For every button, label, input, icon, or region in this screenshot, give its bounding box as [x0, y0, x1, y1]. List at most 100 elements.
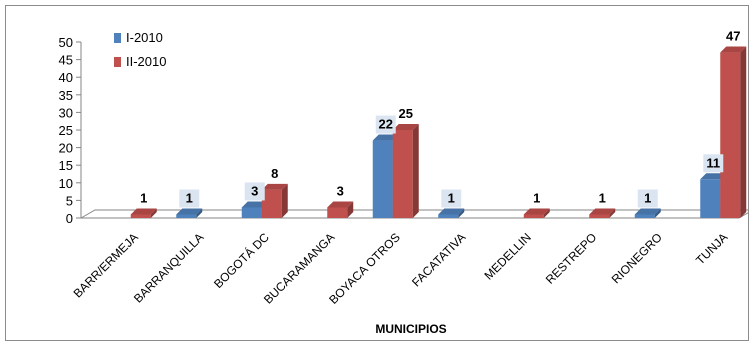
bar-front — [700, 179, 721, 218]
bar-II-2010-BOYACA OTROS — [392, 124, 419, 218]
data-label-bg — [244, 182, 265, 201]
y-tick-label: 10 — [59, 176, 73, 191]
x-tick-label: MEDELLIN — [482, 230, 534, 282]
bar-side — [740, 46, 747, 219]
data-label-II-2010-MEDELLIN: 1 — [533, 190, 540, 205]
bar-front — [589, 214, 610, 218]
x-tick-label: BOYACA OTROS — [326, 230, 403, 307]
data-label-I-2010-BOYACA OTROS: 22 — [375, 115, 396, 134]
legend-label: II-2010 — [126, 54, 166, 69]
data-label: 1 — [533, 190, 540, 205]
bar-front — [176, 214, 197, 218]
x-tick-label: TUNJA — [693, 230, 730, 267]
data-label-II-2010-RESTREPO: 1 — [599, 190, 606, 205]
bar-front — [392, 130, 413, 218]
y-tick-label: 20 — [59, 141, 73, 156]
bar-side — [347, 201, 354, 218]
legend-label: I-2010 — [126, 30, 163, 45]
legend-item-I-2010: I-2010 — [114, 30, 163, 45]
legend-item-II-2010: II-2010 — [114, 54, 166, 69]
data-label: 11 — [706, 155, 720, 170]
data-label-I-2010-BOGOTÁ DC: 3 — [244, 182, 265, 201]
bar-I-2010-BARRANQUILLA — [176, 208, 203, 218]
bar-II-2010-RESTREPO — [589, 208, 616, 218]
bar-top — [372, 134, 399, 141]
bar-I-2010-RIONEGRO — [634, 208, 661, 218]
x-tick-label: RIONEGRO — [609, 230, 665, 286]
bar-top — [327, 201, 354, 208]
legend-swatch — [114, 57, 121, 67]
y-tick-label: 15 — [59, 158, 73, 173]
bar-front — [438, 214, 459, 218]
data-label: 8 — [271, 166, 278, 181]
data-label: 25 — [399, 106, 413, 121]
data-label-II-2010-TUNJA: 47 — [726, 29, 740, 44]
data-label: 1 — [140, 190, 147, 205]
y-axis: 0 5 10 15 20 25 30 35 40 45 50 — [59, 35, 82, 226]
data-label-bg — [375, 115, 396, 134]
data-label: 3 — [337, 183, 344, 198]
data-label: 1 — [448, 190, 455, 205]
bar-side — [196, 208, 203, 218]
legend-swatch — [114, 33, 121, 43]
bar-top — [438, 208, 465, 215]
bar-top — [392, 124, 419, 130]
x-tick-label: RESTREPO — [543, 230, 600, 287]
bar-top — [634, 208, 661, 215]
bar-front — [130, 214, 151, 218]
x-tick-label: BUCARAMANGA — [261, 230, 337, 306]
bar-side — [150, 208, 157, 218]
bar-front — [523, 214, 544, 218]
x-tick-label: BARR/ERMEJA — [71, 230, 141, 300]
data-label-I-2010-BARRANQUILLA: 1 — [179, 189, 200, 208]
bar-II-2010-BUCARAMANGA — [327, 201, 354, 218]
y-tick-label: 25 — [59, 123, 73, 138]
bar-top — [589, 208, 616, 215]
data-label-I-2010-RIONEGRO: 1 — [637, 189, 658, 208]
data-label: 1 — [644, 190, 651, 205]
data-label: 1 — [599, 190, 606, 205]
bar-front — [720, 52, 741, 219]
bar-front — [634, 214, 655, 218]
data-label-I-2010-FACATATIVA: 1 — [441, 189, 462, 208]
bar-I-2010-FACATATIVA — [438, 208, 465, 218]
bar-side — [458, 208, 465, 218]
bar-II-2010-BARR/ERMEJA — [130, 208, 157, 218]
data-label-II-2010-BOGOTÁ DC: 8 — [271, 166, 278, 181]
bar-top — [523, 208, 550, 215]
data-label-I-2010-TUNJA: 11 — [703, 154, 724, 173]
bar-front — [241, 207, 262, 218]
bar-top — [700, 173, 727, 180]
x-tick-label: BARRANQUILLA — [131, 230, 206, 305]
bar-top — [176, 208, 203, 215]
x-tick-label: BOGOTÁ DC — [210, 229, 272, 291]
data-label: 22 — [379, 117, 393, 132]
bar-side — [543, 208, 550, 218]
data-label: 1 — [186, 190, 193, 205]
bar-side — [654, 208, 661, 218]
y-tick-label: 30 — [59, 105, 73, 120]
y-tick-label: 5 — [66, 193, 73, 208]
y-tick-label: 45 — [59, 53, 73, 68]
x-tick-label: FACATATIVA — [409, 230, 468, 289]
data-label-bg — [637, 189, 658, 208]
data-label-bg — [441, 189, 462, 208]
data-label: 3 — [251, 183, 258, 198]
data-label-II-2010-BARR/ERMEJA: 1 — [140, 190, 147, 205]
data-label-II-2010-BUCARAMANGA: 3 — [337, 183, 344, 198]
y-tick-label: 0 — [66, 211, 73, 226]
bar-front — [261, 189, 282, 218]
x-axis-title: MUNICIPIOS — [375, 322, 446, 336]
data-label-bg — [703, 154, 724, 173]
bar-II-2010-MEDELLIN — [523, 208, 550, 218]
bar-top — [720, 46, 747, 53]
y-tick-label: 35 — [59, 88, 73, 103]
bar-top — [261, 183, 288, 190]
bar-II-2010-TUNJA — [720, 46, 747, 219]
data-label-II-2010-BOYACA OTROS: 25 — [399, 106, 413, 121]
bar-side — [412, 124, 419, 218]
bar-top — [241, 201, 268, 208]
